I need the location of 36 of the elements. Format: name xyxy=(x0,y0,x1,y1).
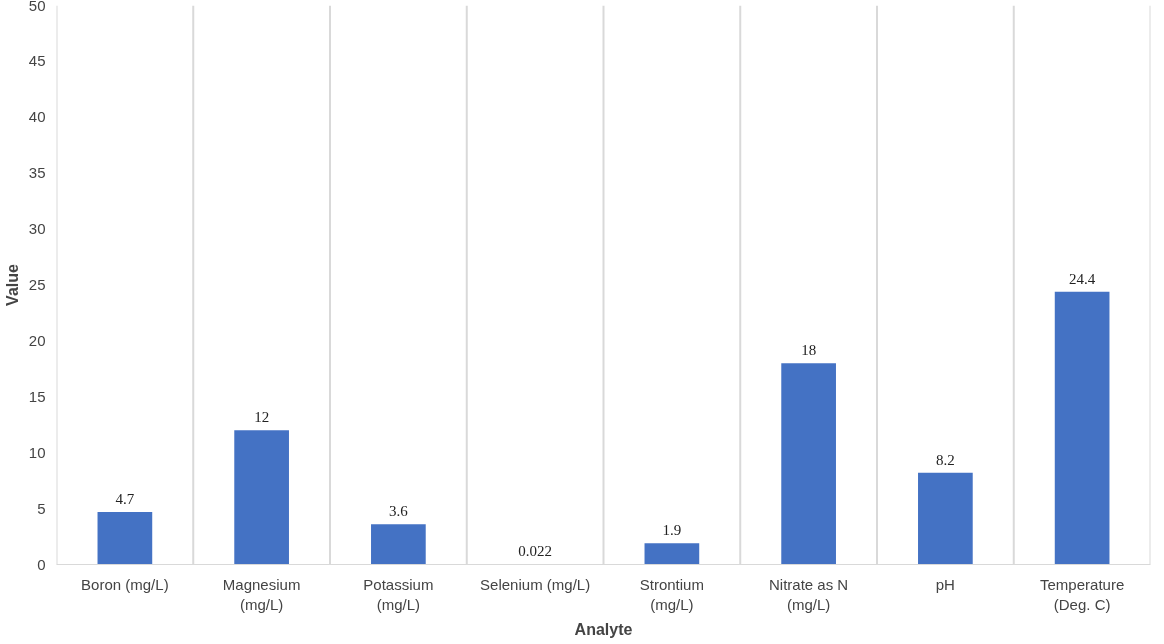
data-label: 4.7 xyxy=(115,490,135,507)
data-label: 8.2 xyxy=(936,451,955,468)
bar xyxy=(781,363,836,565)
bar xyxy=(644,543,700,565)
y-tick-label: 30 xyxy=(28,220,46,238)
x-tick-label: pH xyxy=(935,575,955,593)
data-label: 18 xyxy=(801,342,817,359)
data-label: 0.022 xyxy=(518,543,552,560)
bar xyxy=(97,511,153,565)
y-tick-label: 50 xyxy=(28,0,46,14)
y-tick-label: 15 xyxy=(28,387,46,405)
x-tick-label: Selenium (mg/L) xyxy=(480,575,591,593)
y-tick-label: 25 xyxy=(28,276,46,293)
y-tick-label: 5 xyxy=(37,499,46,517)
data-label: 12 xyxy=(254,409,270,426)
x-tick-label: Temperature (Deg. C) xyxy=(1040,575,1125,613)
x-tick-label: Strontium (mg/L) xyxy=(639,575,704,613)
x-tick-label: Nitrate as N (mg/L) xyxy=(769,575,849,613)
y-tick-label: 10 xyxy=(28,443,46,461)
data-label: 24.4 xyxy=(1069,270,1096,287)
y-axis-title: Value xyxy=(3,264,21,306)
bar xyxy=(918,472,973,565)
bar xyxy=(234,430,289,565)
y-tick-label: 0 xyxy=(37,555,46,573)
y-tick-label: 45 xyxy=(28,52,46,70)
x-tick-label: Potassium (mg/L) xyxy=(363,575,434,613)
data-label: 1.9 xyxy=(662,522,682,539)
bar xyxy=(1054,291,1110,565)
data-label: 3.6 xyxy=(389,503,409,520)
y-tick-label: 40 xyxy=(28,108,46,126)
x-axis-title: Analyte xyxy=(574,620,633,638)
y-tick-label: 20 xyxy=(28,331,46,349)
bar xyxy=(371,524,426,565)
x-tick-label: Boron (mg/L) xyxy=(81,575,169,593)
x-tick-label: Magnesium (mg/L) xyxy=(222,575,301,613)
y-tick-label: 35 xyxy=(28,164,46,182)
